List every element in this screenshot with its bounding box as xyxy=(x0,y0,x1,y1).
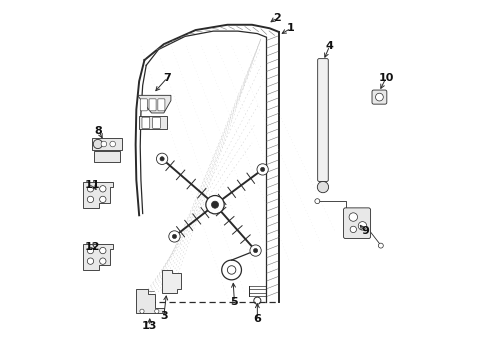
Circle shape xyxy=(87,196,94,203)
Circle shape xyxy=(156,153,168,165)
Circle shape xyxy=(99,196,106,203)
Text: 6: 6 xyxy=(253,314,261,324)
FancyBboxPatch shape xyxy=(140,99,147,111)
Circle shape xyxy=(99,258,106,264)
Text: 5: 5 xyxy=(231,297,238,307)
Circle shape xyxy=(99,186,106,192)
Polygon shape xyxy=(137,95,171,113)
Text: 4: 4 xyxy=(326,41,334,51)
Text: 1: 1 xyxy=(287,23,295,33)
Text: 7: 7 xyxy=(164,73,171,83)
Circle shape xyxy=(254,297,261,304)
Circle shape xyxy=(257,164,269,175)
Circle shape xyxy=(227,266,236,274)
Text: 2: 2 xyxy=(273,13,281,23)
Circle shape xyxy=(253,248,258,253)
Circle shape xyxy=(140,309,144,313)
Circle shape xyxy=(349,213,358,221)
Circle shape xyxy=(318,181,329,193)
Text: 8: 8 xyxy=(95,126,102,136)
FancyBboxPatch shape xyxy=(152,117,160,129)
Circle shape xyxy=(99,247,106,254)
Circle shape xyxy=(93,139,102,149)
Polygon shape xyxy=(83,182,113,208)
Polygon shape xyxy=(139,116,168,129)
Text: 10: 10 xyxy=(378,73,394,83)
Text: 3: 3 xyxy=(160,311,168,321)
Text: 11: 11 xyxy=(85,180,100,190)
Circle shape xyxy=(155,309,159,313)
Circle shape xyxy=(169,231,180,242)
Circle shape xyxy=(315,199,320,204)
Circle shape xyxy=(378,243,383,248)
Circle shape xyxy=(250,245,261,256)
Text: 9: 9 xyxy=(361,226,369,236)
Circle shape xyxy=(350,226,357,233)
Text: 12: 12 xyxy=(85,242,100,252)
Polygon shape xyxy=(95,151,120,162)
Circle shape xyxy=(261,167,265,171)
Circle shape xyxy=(87,258,94,264)
Circle shape xyxy=(160,157,164,161)
Circle shape xyxy=(358,222,367,230)
Polygon shape xyxy=(163,270,181,293)
Circle shape xyxy=(87,186,94,192)
FancyBboxPatch shape xyxy=(158,99,165,111)
FancyBboxPatch shape xyxy=(372,90,387,104)
FancyBboxPatch shape xyxy=(149,99,156,111)
FancyBboxPatch shape xyxy=(318,59,328,181)
Polygon shape xyxy=(136,289,164,313)
Circle shape xyxy=(87,247,94,254)
Polygon shape xyxy=(92,138,122,150)
Circle shape xyxy=(172,234,176,239)
Circle shape xyxy=(375,93,383,101)
Circle shape xyxy=(206,195,224,214)
Circle shape xyxy=(101,141,107,147)
Text: 13: 13 xyxy=(142,321,157,332)
Circle shape xyxy=(110,141,116,147)
Circle shape xyxy=(221,260,242,280)
Circle shape xyxy=(212,201,219,208)
Polygon shape xyxy=(83,243,113,270)
FancyBboxPatch shape xyxy=(343,208,370,239)
FancyBboxPatch shape xyxy=(142,117,150,129)
